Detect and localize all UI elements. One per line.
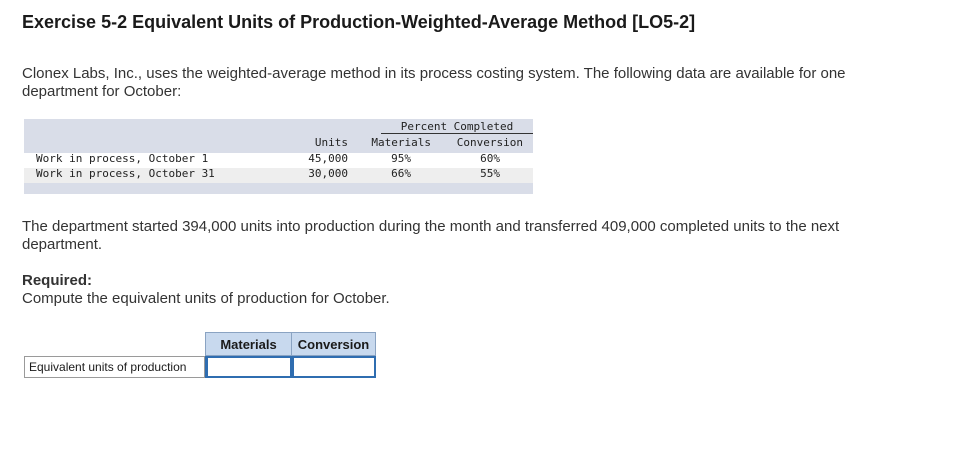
row-conversion: 55%	[480, 167, 500, 180]
equivalent-units-label: Equivalent units of production	[24, 356, 205, 378]
materials-answer-input[interactable]	[205, 356, 292, 378]
intro-paragraph: Clonex Labs, Inc., uses the weighted-ave…	[22, 65, 846, 100]
row-units: 45,000	[308, 152, 348, 165]
materials-header: Materials	[205, 332, 292, 356]
required-heading: Required:	[22, 272, 93, 289]
header-divider	[381, 133, 533, 134]
conversion-column-header: Conversion	[456, 136, 523, 149]
conversion-header: Conversion	[291, 332, 376, 356]
table-row-band	[24, 168, 533, 183]
row-label: Work in process, October 31	[36, 167, 215, 180]
exercise-title: Exercise 5-2 Equivalent Units of Product…	[22, 12, 696, 32]
table-row-band	[24, 153, 533, 168]
production-paragraph: The department started 394,000 units int…	[22, 218, 840, 253]
row-materials: 95%	[391, 152, 411, 165]
data-table: Percent Completed Units Materials Conver…	[24, 119, 533, 194]
row-materials: 66%	[391, 167, 411, 180]
row-conversion: 60%	[480, 152, 500, 165]
row-units: 30,000	[308, 167, 348, 180]
row-label: Work in process, October 1	[36, 152, 209, 165]
required-text: Compute the equivalent units of producti…	[22, 290, 390, 307]
answer-table: Materials Conversion Equivalent units of…	[24, 332, 376, 378]
materials-column-header: Materials	[371, 136, 431, 149]
units-column-header: Units	[314, 136, 348, 149]
percent-completed-header: Percent Completed	[400, 120, 514, 133]
table-footer-band	[24, 183, 533, 194]
conversion-answer-input[interactable]	[291, 356, 376, 378]
table-header-band	[24, 119, 533, 153]
